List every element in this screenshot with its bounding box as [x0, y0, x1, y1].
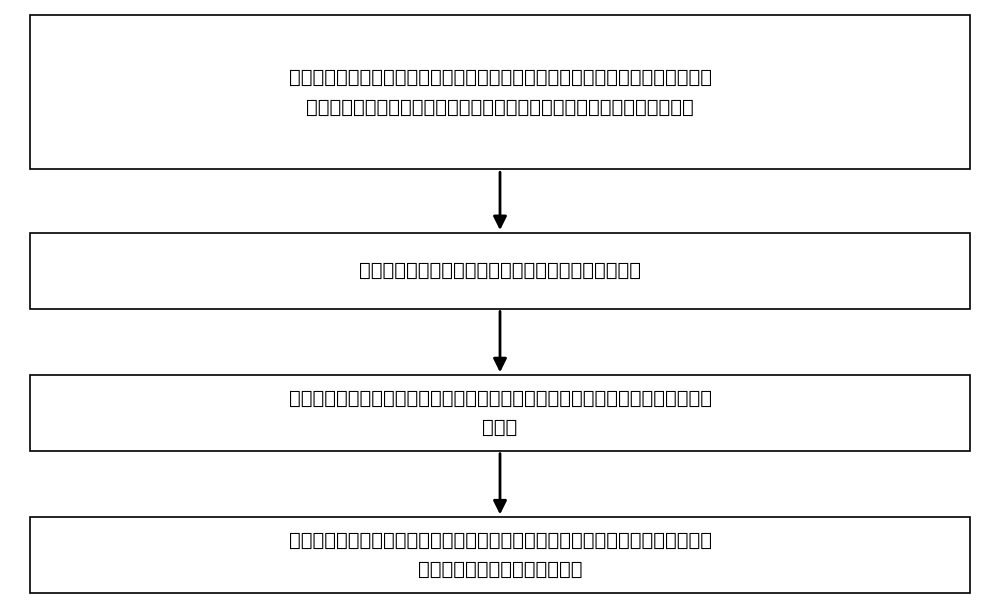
FancyBboxPatch shape: [30, 375, 970, 451]
Text: 在该对应关系表中，根据厚芯板厚度、薄芯板厚度确定厚芯板补偿系数及薄芯板补
偿系数: 在该对应关系表中，根据厚芯板厚度、薄芯板厚度确定厚芯板补偿系数及薄芯板补 偿系数: [288, 388, 712, 437]
Text: 根据厚芯板和薄芯板的预定尺寸及所述厚芯板补偿系数及薄芯板补偿系数，计算补
偿后的厚芯板尺寸和薄芯板尺寸: 根据厚芯板和薄芯板的预定尺寸及所述厚芯板补偿系数及薄芯板补偿系数，计算补 偿后的…: [288, 531, 712, 580]
FancyBboxPatch shape: [30, 517, 970, 593]
Text: 根据电路板压合工序中粘结片需要的热溶解温度，建立不同热溶解温度下的厚芯板
厚度、薄芯板厚度与厚芯板补偿系数、及薄芯板补偿系数之间的对应关系表: 根据电路板压合工序中粘结片需要的热溶解温度，建立不同热溶解温度下的厚芯板 厚度、…: [288, 68, 712, 117]
FancyBboxPatch shape: [30, 15, 970, 169]
FancyBboxPatch shape: [30, 233, 970, 309]
Text: 根据实际粘结片的热溶解温度，选择相应的对应关系表: 根据实际粘结片的热溶解温度，选择相应的对应关系表: [359, 261, 641, 280]
